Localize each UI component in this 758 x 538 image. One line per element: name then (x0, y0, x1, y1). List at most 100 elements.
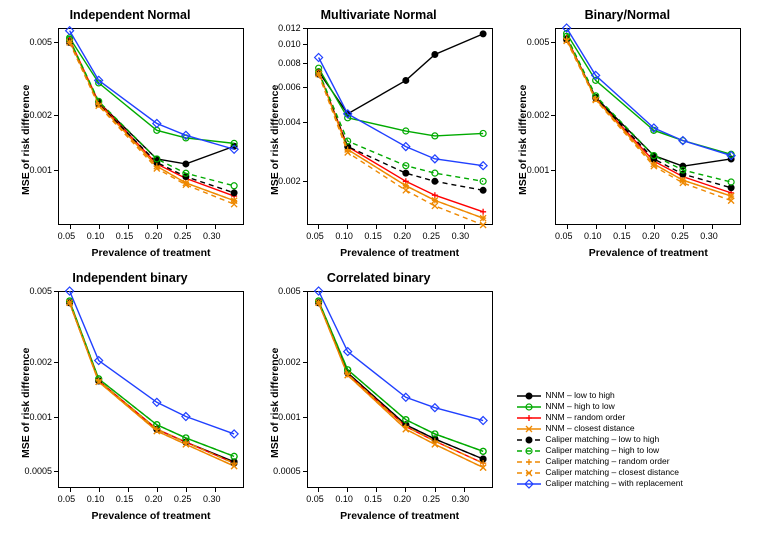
y-tick-label: 0.005 (29, 37, 52, 47)
legend-cell: NNM – low to highNNM – high to lowNNM – … (507, 273, 747, 528)
panel-title: Binary/Normal (507, 8, 747, 22)
y-tick-label: 0.004 (278, 117, 301, 127)
plot-svg (58, 291, 244, 488)
y-tick-label: 0.005 (278, 286, 301, 296)
y-tick-label: 0.002 (278, 176, 301, 186)
panel-title: Independent binary (10, 271, 250, 285)
legend-label: Caliper matching – high to low (545, 445, 659, 456)
series-line-Caliper_high_to_low (318, 72, 482, 182)
x-tick-label: 0.30 (700, 231, 718, 241)
series-line-Caliper_with_replacement (318, 291, 482, 421)
y-tick-label: 0.005 (29, 286, 52, 296)
series-line-Caliper_low_to_high (70, 42, 234, 192)
x-tick-label: 0.10 (335, 494, 353, 504)
y-tick-label: 0.002 (278, 357, 301, 367)
plot-svg (307, 28, 493, 225)
y-tick-label: 0.001 (527, 165, 550, 175)
panel-title: Independent Normal (10, 8, 250, 22)
series-line-Caliper_closest_distance (70, 303, 234, 466)
series-line-Caliper_random_order (70, 42, 234, 200)
panel-title: Correlated binary (259, 271, 499, 285)
x-tick-label: 0.20 (145, 231, 163, 241)
x-tick-label: 0.05 (58, 231, 76, 241)
x-tick-label: 0.30 (452, 494, 470, 504)
y-tick-label: 0.010 (278, 39, 301, 49)
legend-label: Caliper matching – random order (545, 456, 669, 467)
x-tick-label: 0.25 (174, 494, 192, 504)
series-line-Caliper_with_replacement (70, 291, 234, 434)
panel-multivariate-normal: Multivariate NormalMSE of risk differenc… (259, 10, 499, 265)
x-tick-label: 0.20 (393, 494, 411, 504)
y-tick-label: 0.0005 (273, 466, 301, 476)
chart-grid: Independent Normal MSE of risk difference… (10, 10, 748, 528)
panel-independent-normal: Independent NormalMSE of risk difference… (10, 10, 250, 265)
x-axis-label: Prevalence of treatment (555, 247, 741, 259)
legend-label: NNM – random order (545, 412, 625, 423)
y-tick-label: 0.001 (29, 165, 52, 175)
y-tick-label: 0.001 (29, 412, 52, 422)
series-line-Caliper_high_to_low (318, 301, 482, 451)
series-line-Caliper_random_order (70, 303, 234, 463)
legend-item: Caliper matching – with replacement (517, 479, 682, 490)
legend-label: NNM – closest distance (545, 423, 634, 434)
x-tick-label: 0.15 (364, 231, 382, 241)
series-line-NNM_low_to_high (318, 303, 482, 459)
x-tick-label: 0.20 (393, 231, 411, 241)
series-line-NNM_low_to_high (318, 34, 482, 114)
y-axis-label: MSE of risk difference (517, 85, 529, 195)
legend-label: NNM – high to low (545, 401, 614, 412)
x-axis-label: Prevalence of treatment (307, 510, 493, 522)
plot-svg (307, 291, 493, 488)
x-tick-label: 0.10 (584, 231, 602, 241)
series-line-NNM_low_to_high (70, 303, 234, 462)
series-line-Caliper_closest_distance (567, 41, 731, 201)
x-tick-label: 0.20 (145, 494, 163, 504)
x-tick-label: 0.10 (87, 231, 105, 241)
x-tick-label: 0.15 (364, 494, 382, 504)
series-line-Caliper_low_to_high (70, 303, 234, 463)
plot-svg (555, 28, 741, 225)
legend-item: Caliper matching – high to low (517, 446, 682, 457)
legend-label: Caliper matching – low to high (545, 434, 659, 445)
x-tick-label: 0.05 (58, 494, 76, 504)
series-line-Caliper_low_to_high (318, 303, 482, 459)
x-tick-label: 0.25 (671, 231, 689, 241)
x-axis-label: Prevalence of treatment (307, 247, 493, 259)
plot-svg (58, 28, 244, 225)
series-line-Caliper_high_to_low (70, 301, 234, 456)
x-tick-label: 0.05 (306, 231, 324, 241)
legend-item: Caliper matching – random order (517, 457, 682, 468)
series-line-Caliper_with_replacement (70, 31, 234, 150)
series-line-NNM_random_order (70, 303, 234, 463)
x-tick-label: 0.30 (452, 231, 470, 241)
x-tick-label: 0.25 (423, 494, 441, 504)
x-tick-label: 0.20 (642, 231, 660, 241)
x-tick-label: 0.10 (335, 231, 353, 241)
x-tick-label: 0.15 (613, 231, 631, 241)
x-tick-label: 0.05 (306, 494, 324, 504)
series-line-NNM_high_to_low (318, 301, 482, 451)
series-line-Caliper_closest_distance (318, 74, 482, 225)
series-line-Caliper_random_order (318, 303, 482, 463)
legend: NNM – low to highNNM – high to lowNNM – … (517, 391, 682, 490)
legend-item: Caliper matching – low to high (517, 435, 682, 446)
series-line-NNM_closest_distance (567, 39, 731, 196)
y-tick-label: 0.002 (527, 110, 550, 120)
x-axis-label: Prevalence of treatment (58, 510, 244, 522)
panel-independent-binary: Independent binaryMSE of risk difference… (10, 273, 250, 528)
series-line-NNM_low_to_high (70, 41, 234, 164)
series-line-NNM_closest_distance (70, 41, 234, 201)
x-tick-label: 0.05 (555, 231, 573, 241)
legend-label: NNM – low to high (545, 390, 614, 401)
series-line-NNM_high_to_low (318, 68, 482, 136)
x-tick-label: 0.10 (87, 494, 105, 504)
x-tick-label: 0.30 (203, 231, 221, 241)
x-tick-label: 0.25 (174, 231, 192, 241)
series-line-NNM_random_order (70, 39, 234, 196)
panel-binary-normal: Binary/Normal MSE of risk difference Preva… (507, 10, 747, 265)
series-line-NNM_random_order (567, 38, 731, 193)
y-tick-label: 0.006 (278, 82, 301, 92)
series-line-NNM_closest_distance (70, 303, 234, 466)
legend-item: NNM – low to high (517, 391, 682, 402)
series-line-Caliper_random_order (567, 39, 731, 196)
